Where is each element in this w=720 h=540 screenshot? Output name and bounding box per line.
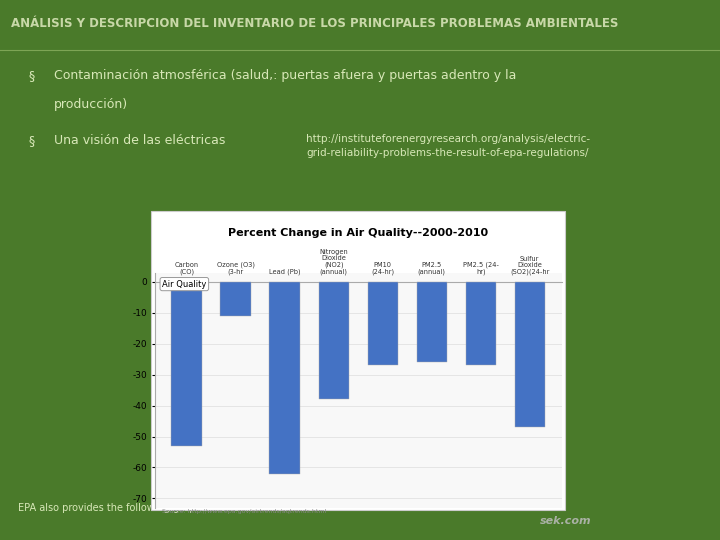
Text: ANÁLISIS Y DESCRIPCION DEL INVENTARIO DE LOS PRINCIPALES PROBLEMAS AMBIENTALES: ANÁLISIS Y DESCRIPCION DEL INVENTARIO DE… xyxy=(11,17,618,30)
Text: Lead (Pb): Lead (Pb) xyxy=(269,269,300,275)
Text: Percent Change in Air Quality--2000-2010: Percent Change in Air Quality--2000-2010 xyxy=(228,227,488,238)
Text: Carbon
(CO): Carbon (CO) xyxy=(174,262,199,275)
Bar xyxy=(318,282,349,400)
Text: Source: http://www.epa.gov/airtrends/aqtrends.html: Source: http://www.epa.gov/airtrends/aqt… xyxy=(162,509,326,514)
Text: Nitrogen
Dioxide
(NO2)
(annual): Nitrogen Dioxide (NO2) (annual) xyxy=(319,249,348,275)
Text: producción): producción) xyxy=(54,98,128,111)
Bar xyxy=(515,282,545,427)
Bar xyxy=(367,282,398,366)
Text: PM2.5 (24-
hr): PM2.5 (24- hr) xyxy=(463,262,499,275)
Text: Sulfur
Dioxide
(SO2)(24-hr: Sulfur Dioxide (SO2)(24-hr xyxy=(510,255,549,275)
Text: http://instituteforenergyresearch.org/analysis/electric-
grid-reliability-proble: http://instituteforenergyresearch.org/an… xyxy=(306,134,590,158)
Bar xyxy=(220,282,251,316)
Text: §: § xyxy=(29,69,35,82)
Text: PM10
(24-hr): PM10 (24-hr) xyxy=(371,262,395,275)
Text: PM2.5
(annual): PM2.5 (annual) xyxy=(418,262,446,275)
Bar xyxy=(466,282,496,366)
Text: EPA also provides the following graphic that shows how these trends relate...: EPA also provides the following graphic … xyxy=(18,503,395,514)
Bar xyxy=(417,282,447,362)
Text: Contaminación atmosférica (salud,: puertas afuera y puertas adentro y la: Contaminación atmosférica (salud,: puert… xyxy=(54,69,516,82)
Bar xyxy=(269,282,300,474)
Text: sek.com: sek.com xyxy=(540,516,592,526)
Text: Air Quality: Air Quality xyxy=(162,280,207,288)
Text: §: § xyxy=(29,134,35,147)
Bar xyxy=(171,282,202,446)
Text: Una visión de las eléctricas: Una visión de las eléctricas xyxy=(54,134,225,147)
Text: Ozone (O3)
(3-hr: Ozone (O3) (3-hr xyxy=(217,262,255,275)
